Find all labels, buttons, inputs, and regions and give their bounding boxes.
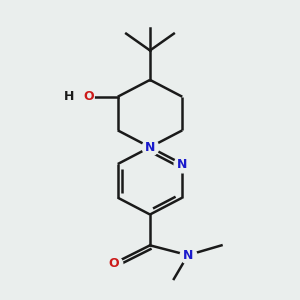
Text: N: N xyxy=(177,158,188,170)
Text: N: N xyxy=(183,249,193,262)
Text: O: O xyxy=(108,257,119,270)
Text: N: N xyxy=(145,141,155,154)
Text: O: O xyxy=(83,90,94,103)
Text: H: H xyxy=(64,90,74,103)
